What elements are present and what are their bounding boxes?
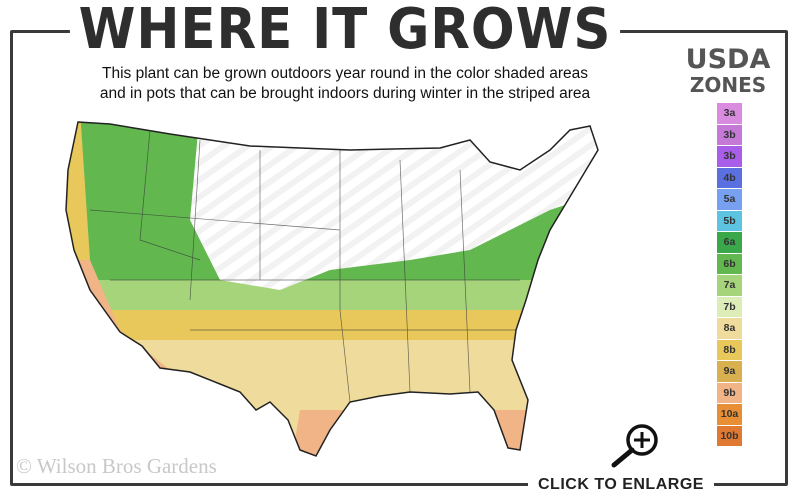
- legend-zone-4b: 4b: [717, 167, 742, 188]
- page-title: WHERE IT GROWS: [69, 0, 621, 60]
- legend-zone-5a: 5a: [717, 189, 742, 210]
- legend-zone-3b: 3b: [717, 146, 742, 167]
- legend-zone-7a: 7a: [717, 275, 742, 296]
- legend-title-zones: ZONES: [689, 73, 767, 97]
- subtitle-line-2: and in pots that can be brought indoors …: [99, 85, 591, 102]
- legend-title-usda: USDA: [685, 44, 771, 75]
- legend-zone-6a: 6a: [717, 232, 742, 253]
- legend-zone-9b: 9b: [717, 382, 742, 403]
- subtitle-line-1: This plant can be grown outdoors year ro…: [102, 65, 588, 82]
- legend-zone-8b: 8b: [717, 339, 742, 360]
- legend-zone-10a: 10a: [717, 404, 742, 425]
- legend-title: USDA ZONES: [676, 44, 780, 97]
- zoom-in-magnifier-icon[interactable]: [608, 422, 664, 468]
- legend-zone-10b: 10b: [717, 425, 742, 446]
- legend-zone-5b: 5b: [717, 210, 742, 231]
- legend-zone-8a: 8a: [717, 318, 742, 339]
- legend-zone-6b: 6b: [717, 253, 742, 274]
- legend-zone-3b: 3b: [717, 124, 742, 145]
- copyright-watermark: © Wilson Bros Gardens: [16, 454, 217, 478]
- legend-zone-3a: 3a: [717, 103, 742, 124]
- zone-legend: 3a 3b 3b 4b 5a 5b 6a 6b 7a 7b 8a 8b 9a 9b 10a 10b: [717, 103, 742, 447]
- us-zone-map[interactable]: [50, 110, 610, 470]
- subtitle: This plant can be grown outdoors year ro…: [60, 64, 630, 104]
- legend-zone-7b: 7b: [717, 296, 742, 317]
- legend-zone-9a: 9a: [717, 361, 742, 382]
- click-to-enlarge-button[interactable]: CLICK TO ENLARGE: [528, 474, 714, 496]
